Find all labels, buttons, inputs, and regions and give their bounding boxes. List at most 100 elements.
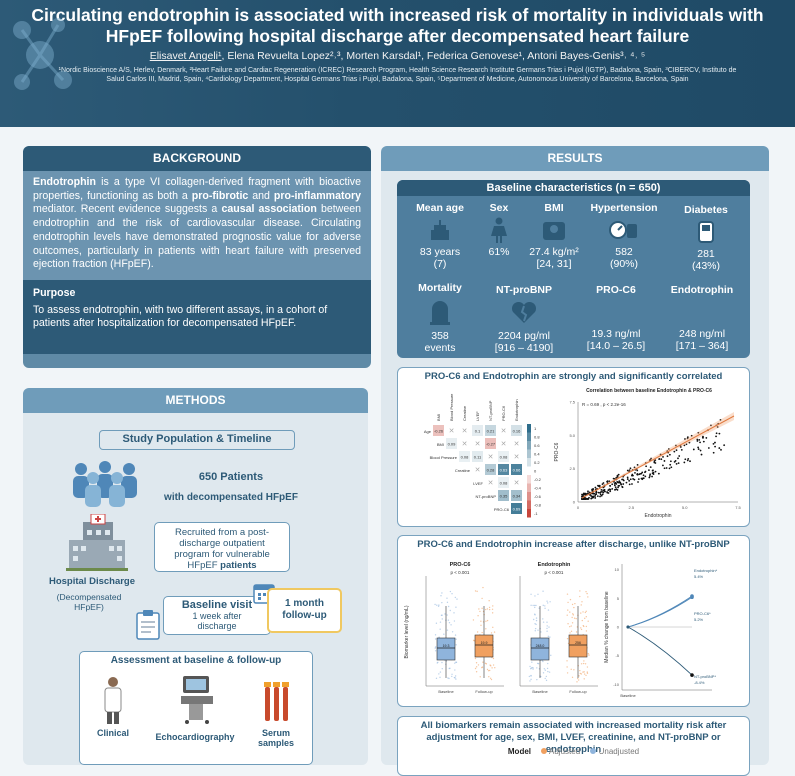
boxplot-point <box>438 604 440 606</box>
boxplot-point <box>534 606 536 609</box>
boxplot-point <box>530 678 532 681</box>
boxplot-point <box>583 625 585 628</box>
scatter-point <box>683 444 686 447</box>
boxplot-point <box>570 630 573 633</box>
line-end-point <box>690 673 694 677</box>
line-series-label: 5.2% <box>694 617 704 622</box>
scatter-x-label: Endotrophin <box>645 513 672 519</box>
boxplot-point <box>579 595 581 598</box>
scatter-point <box>599 493 602 496</box>
scatter-point <box>705 437 708 439</box>
heatmap-cell-value: 0.63 <box>500 468 509 473</box>
scatter-point <box>603 488 606 491</box>
boxplot-point <box>492 657 495 660</box>
boxplot-point <box>547 635 550 638</box>
boxplot-point <box>479 610 481 613</box>
boxplot-point <box>578 675 580 677</box>
boxplot-point <box>491 612 494 614</box>
boxplot-point <box>569 632 571 634</box>
boxplot-point <box>570 668 572 671</box>
scatter-point <box>588 491 591 494</box>
serum-tubes-icon <box>264 682 289 721</box>
heatmap-cell-nonsig: ✕ <box>475 467 481 474</box>
heatmap-scale-swatch <box>527 500 531 509</box>
boxplot-point <box>542 672 545 674</box>
boxplot-point <box>441 601 443 604</box>
results-heading: RESULTS <box>381 146 769 171</box>
boxplot-point <box>583 671 585 673</box>
heatmap-cell-value: 0.1 <box>475 429 481 434</box>
scatter-point <box>670 466 673 469</box>
boxplot-point <box>492 664 495 666</box>
boxplot-point <box>448 622 451 624</box>
scatter-point <box>633 466 636 469</box>
boxplot-point <box>455 638 457 640</box>
scatter-point <box>723 444 726 447</box>
boxplot-point <box>441 667 443 670</box>
boxplot-point <box>566 637 569 640</box>
boxplot-point <box>588 654 590 656</box>
scatter-point <box>663 467 666 470</box>
boxplot-point <box>444 613 446 615</box>
scatter-point <box>663 460 666 462</box>
authors: Elisavet Angeli¹, Elena Revuelta Lopez²˒… <box>149 50 646 62</box>
boxplot-point <box>538 607 540 609</box>
scatter-point <box>648 475 651 477</box>
boxplot-point <box>488 676 490 678</box>
boxplot-point <box>531 661 533 663</box>
scatter-point <box>587 490 589 493</box>
scatter-point <box>584 498 586 500</box>
scatter-point <box>597 491 600 494</box>
boxplot-point <box>487 670 490 672</box>
heatmap-col-label: Endotrophin <box>514 399 519 421</box>
heatmap-row-label: Age <box>424 429 432 434</box>
heatmap-scale-swatch <box>527 424 531 433</box>
boxplot-point <box>548 671 551 673</box>
scatter-point <box>601 493 604 496</box>
heatmap-cell-value: 0.34 <box>513 494 522 499</box>
mortality-figure: All biomarkers remain associated with in… <box>397 716 750 776</box>
scatter-point <box>650 457 652 460</box>
scatter-point <box>616 489 619 491</box>
scatter-point <box>582 493 585 496</box>
scatter-point <box>712 442 715 445</box>
boxplot-point <box>587 652 590 655</box>
heatmap-scale-swatch <box>527 509 531 518</box>
boxplot-point <box>566 666 568 668</box>
boxplot-pvalue: p < 0.001 <box>545 570 564 575</box>
boxplot-point <box>480 624 482 627</box>
boxplot-point <box>583 673 586 675</box>
boxplot-point <box>530 674 532 677</box>
boxplot-point <box>571 676 574 679</box>
scatter-point <box>678 455 681 457</box>
scatter-point <box>599 491 602 494</box>
scatter-point <box>592 492 595 495</box>
scatter-point <box>696 440 699 442</box>
scatter-point <box>686 459 689 462</box>
heatmap-cell <box>472 451 483 462</box>
boxplot-point <box>585 625 588 628</box>
heatmap-col-label: NT-proBNP <box>488 400 493 421</box>
scatter-point <box>608 480 611 483</box>
boxplot-point <box>534 627 537 630</box>
scatter-y-tick: 7.5 <box>569 400 575 405</box>
boxplot-point <box>537 593 539 595</box>
heatmap-cell-nonsig: ✕ <box>462 428 468 435</box>
clinical-label: Clinical <box>96 728 129 738</box>
scatter-point <box>595 491 598 494</box>
boxplot-y-label: Biomarker level (ng/mL) <box>404 605 410 658</box>
boxplot-point <box>488 606 491 609</box>
boxplot-point <box>490 678 493 681</box>
heatmap-scale-swatch <box>527 492 531 501</box>
scatter-point <box>636 469 639 472</box>
boxplot-x-tick: Follow-up <box>569 689 587 694</box>
scatter-point <box>608 488 611 491</box>
boxplot-point <box>546 667 549 670</box>
percent-change-lines: Median % change from baseline 10 5 0 -5 -10 Ba… <box>604 564 718 698</box>
heatmap-cell <box>498 477 509 488</box>
boxplot-point <box>475 662 478 664</box>
heatmap-scale-swatch <box>527 432 531 441</box>
boxplot-point <box>530 593 532 596</box>
tombstone-icon <box>430 301 450 325</box>
scatter-point <box>666 455 669 458</box>
